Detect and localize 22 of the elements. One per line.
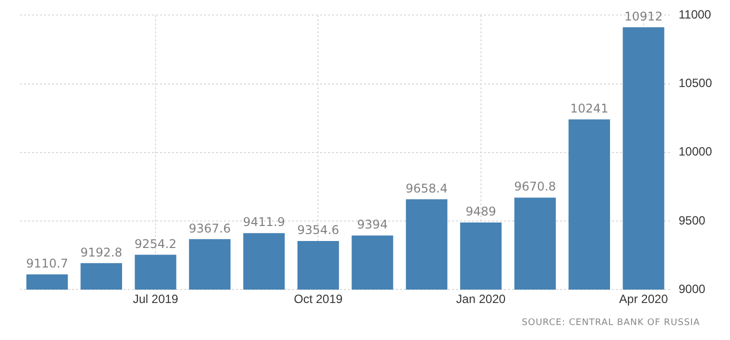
- y-tick-label: 10500: [678, 76, 712, 90]
- y-tick-label: 10000: [678, 144, 712, 159]
- source-note: SOURCE: CENTRAL BANK OF RUSSIA: [522, 318, 700, 328]
- data-label: 9394: [357, 218, 388, 232]
- data-label: 10912: [624, 9, 663, 24]
- x-tick-label: Jan 2020: [456, 292, 506, 306]
- data-label: 9658.4: [406, 181, 448, 196]
- data-label: 9489: [466, 204, 496, 219]
- y-tick-label: 9000: [678, 282, 706, 296]
- data-label: 9192.8: [80, 245, 122, 260]
- data-label: 10241: [570, 101, 608, 116]
- y-tick-label: 9500: [678, 213, 706, 228]
- data-label: 9367.6: [188, 221, 231, 236]
- y-tick-label: 11000: [678, 8, 712, 22]
- x-tick-label: Apr 2020: [619, 292, 668, 306]
- data-label: 9354.6: [297, 223, 340, 238]
- data-label: 9670.8: [514, 180, 556, 194]
- x-tick-label: Jul 2019: [132, 292, 179, 306]
- data-label: 9411.9: [242, 215, 285, 230]
- data-label: 9254.2: [134, 236, 177, 251]
- x-tick-label: Oct 2019: [294, 292, 343, 306]
- data-label: 9110.7: [26, 256, 68, 271]
